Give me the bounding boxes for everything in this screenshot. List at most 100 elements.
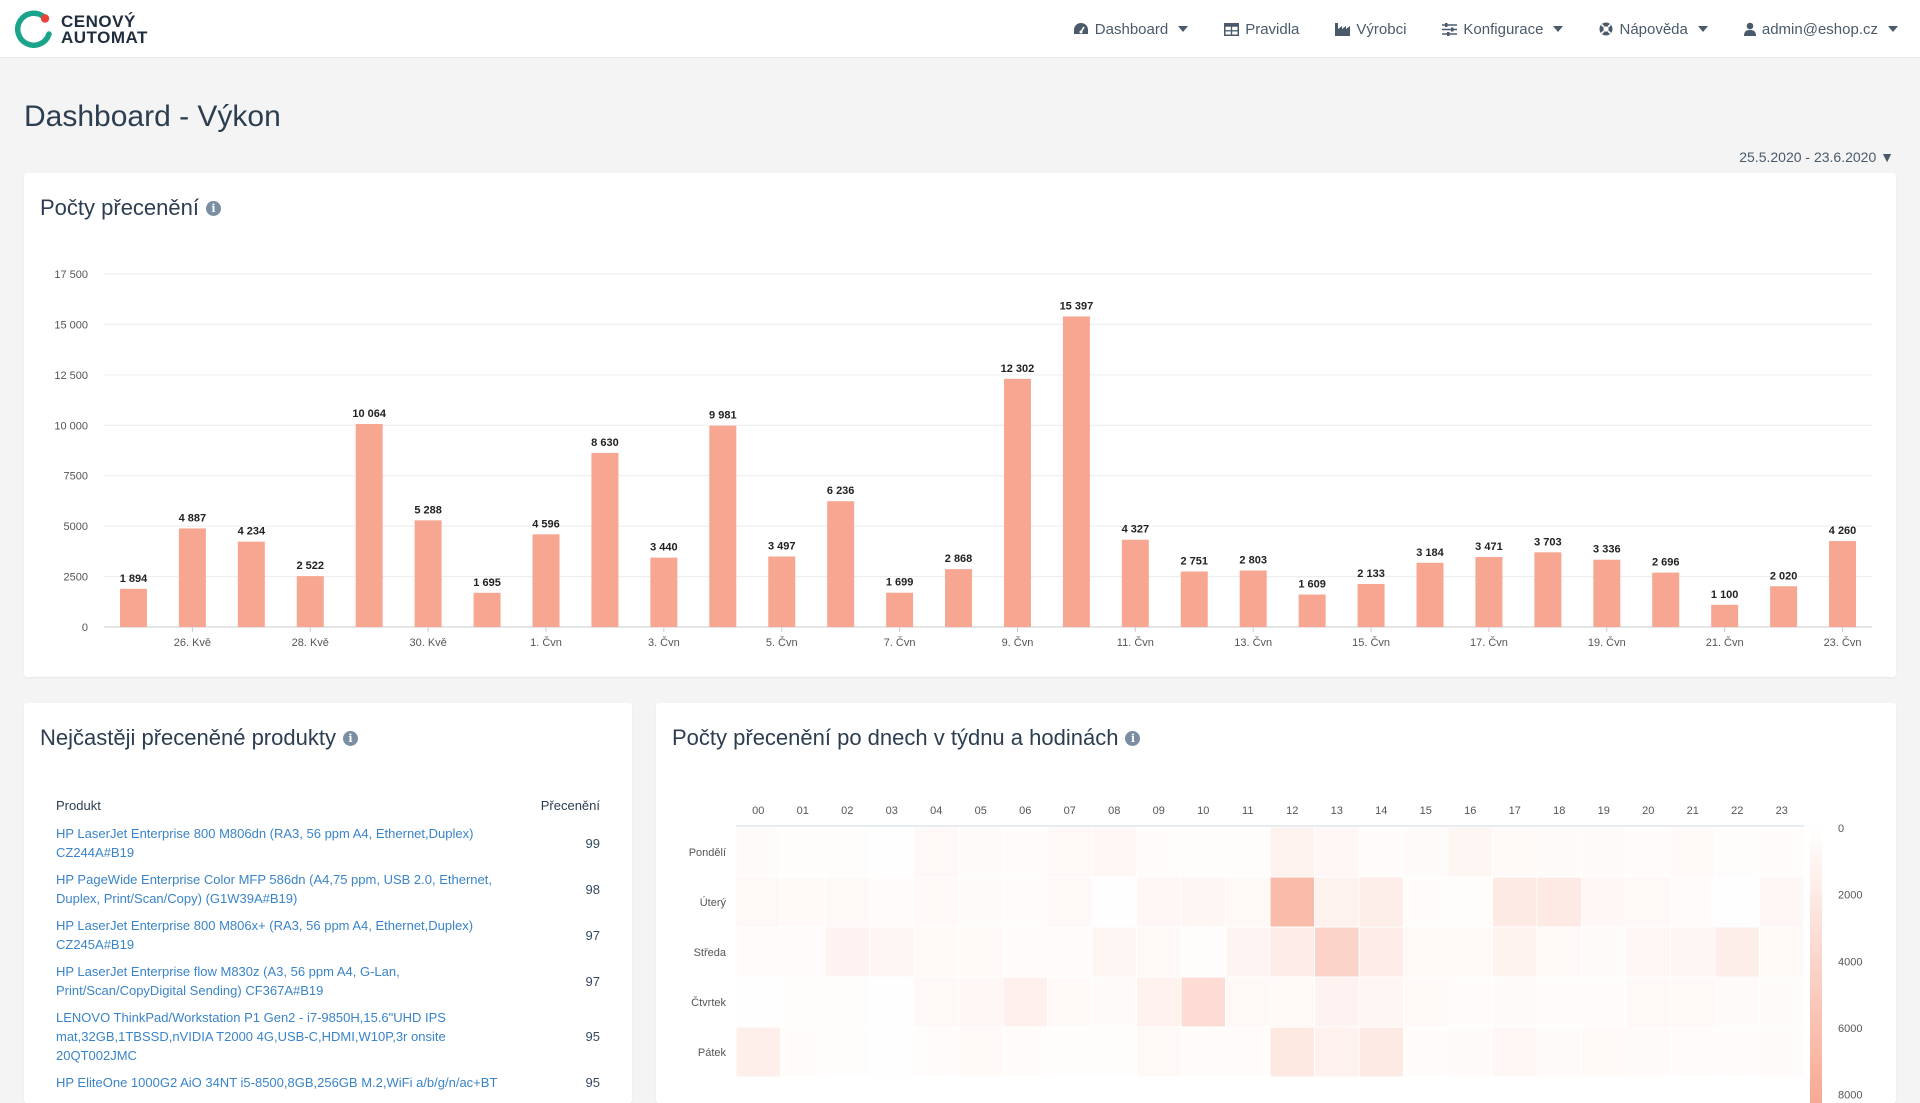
lifebuoy-icon bbox=[1599, 22, 1613, 36]
weekday-label: Středa bbox=[694, 947, 727, 959]
heatmap-cell bbox=[1047, 976, 1093, 1028]
heatmap-cell bbox=[1136, 826, 1182, 878]
top-products-card: Nejčastěji přeceněné produkty i Produkt … bbox=[24, 703, 632, 1103]
heatmap-cell bbox=[1403, 1026, 1449, 1078]
chevron-down-icon bbox=[1553, 26, 1564, 32]
heatmap-cell bbox=[913, 876, 959, 928]
top-navbar: CENOVÝ AUTOMAT Dashboard Pravidla Výrobc… bbox=[0, 0, 1920, 58]
heatmap-cell bbox=[1180, 876, 1226, 928]
bar bbox=[1829, 541, 1857, 627]
weekday-hour-heatmap: 00 01 02 03 04 05 06 07 08 09 10 11 12 13 14 15 16 17 18 19… bbox=[689, 805, 1862, 1103]
heatmap-cell bbox=[869, 926, 915, 978]
heatmap-cell bbox=[1225, 826, 1271, 878]
heatmap-cell bbox=[1225, 1026, 1271, 1078]
repricing-count: 95 bbox=[585, 1029, 600, 1044]
bar-value-label: 3 336 bbox=[1593, 544, 1621, 556]
bar-value-label: 10 064 bbox=[352, 408, 387, 420]
heatmap-cell bbox=[1625, 926, 1671, 978]
bar-value-label: 15 397 bbox=[1060, 300, 1094, 312]
bar bbox=[1711, 604, 1739, 627]
heatmap-cell bbox=[913, 976, 959, 1028]
heatmap-cell bbox=[1714, 1026, 1760, 1078]
nav-help[interactable]: Nápověda bbox=[1599, 21, 1708, 38]
logo[interactable]: CENOVÝ AUTOMAT bbox=[14, 10, 148, 50]
column-header-count[interactable]: Přecenění bbox=[540, 798, 600, 813]
scale-tick-label: 2000 bbox=[1838, 890, 1862, 902]
heatmap-cell bbox=[1002, 826, 1048, 878]
nav-user-menu[interactable]: admin@eshop.cz bbox=[1743, 21, 1898, 38]
column-header-product[interactable]: Produkt bbox=[56, 798, 101, 813]
bar-value-label: 2 803 bbox=[1239, 554, 1267, 566]
weekday-label: Pondělí bbox=[689, 847, 726, 859]
bar-value-label: 2 751 bbox=[1181, 556, 1209, 568]
bar bbox=[1770, 586, 1798, 627]
bar-value-label: 12 302 bbox=[1001, 363, 1035, 375]
bar bbox=[1003, 378, 1031, 627]
bar-value-label: 4 887 bbox=[179, 512, 207, 524]
bar bbox=[355, 423, 383, 627]
heatmap-cell bbox=[1492, 1026, 1538, 1078]
heatmap-cell bbox=[1180, 826, 1226, 878]
heatmap-cell bbox=[1670, 876, 1716, 928]
x-tick-label: 13. Čvn bbox=[1234, 636, 1272, 649]
heatmap-cell bbox=[1581, 1026, 1627, 1078]
info-icon[interactable]: i bbox=[342, 730, 358, 746]
y-tick-label: 7500 bbox=[64, 471, 88, 483]
table-header-row: Produkt Přecenění bbox=[56, 798, 600, 821]
heatmap-cell bbox=[735, 1026, 781, 1078]
repricing-count-card: Počty přecenění i 0 2500 5000 7500 10 000 12 … bbox=[24, 173, 1896, 677]
heatmap-cell bbox=[1670, 1026, 1716, 1078]
repricing-count: 97 bbox=[585, 973, 600, 989]
bar-value-label: 8 630 bbox=[591, 437, 619, 449]
dashboard-gauge-icon bbox=[1073, 23, 1088, 34]
bar bbox=[1180, 571, 1208, 627]
hour-label: 16 bbox=[1464, 805, 1476, 817]
bar bbox=[473, 592, 501, 627]
nav-config[interactable]: Konfigurace bbox=[1442, 21, 1564, 38]
heatmap-cell bbox=[1670, 826, 1716, 878]
heatmap-cell bbox=[1225, 976, 1271, 1028]
heatmap-cell bbox=[1358, 826, 1404, 878]
nav-dashboard[interactable]: Dashboard bbox=[1073, 21, 1189, 38]
info-icon[interactable]: i bbox=[1125, 730, 1141, 746]
bar-value-label: 5 288 bbox=[414, 504, 442, 516]
hour-label: 07 bbox=[1064, 805, 1076, 817]
table-row: HP LaserJet Enterprise flow M830z (A3, 5… bbox=[56, 959, 600, 1005]
bar bbox=[1593, 559, 1621, 627]
heatmap-cell bbox=[824, 976, 870, 1028]
heatmap-cell bbox=[1269, 876, 1315, 928]
bar bbox=[414, 520, 442, 627]
bar-value-label: 1 609 bbox=[1298, 579, 1326, 591]
heatmap-cell bbox=[824, 876, 870, 928]
info-icon[interactable]: i bbox=[205, 200, 221, 216]
heatmap-cell bbox=[1047, 876, 1093, 928]
product-link[interactable]: HP LaserJet Enterprise flow M830z (A3, 5… bbox=[56, 964, 400, 998]
heatmap-cell bbox=[1180, 1026, 1226, 1078]
product-link[interactable]: LENOVO ThinkPad/Workstation P1 Gen2 - i7… bbox=[56, 1010, 446, 1063]
date-range-picker[interactable]: 25.5.2020 - 23.6.2020 ▼ bbox=[1739, 149, 1894, 165]
heatmap-cell bbox=[780, 876, 826, 928]
product-link[interactable]: HP EliteOne 1000G2 AiO 34NT i5-8500,8GB,… bbox=[56, 1075, 498, 1090]
nav-rules[interactable]: Pravidla bbox=[1224, 21, 1299, 38]
product-link[interactable]: HP LaserJet Enterprise 800 M806x+ (RA3, … bbox=[56, 918, 474, 952]
product-link[interactable]: HP LaserJet Enterprise 800 M806dn (RA3, … bbox=[56, 826, 474, 860]
heatmap-cell bbox=[1581, 976, 1627, 1028]
table-icon bbox=[1224, 22, 1240, 36]
heatmap-cell bbox=[780, 826, 826, 878]
page-title: Dashboard - Výkon bbox=[24, 100, 281, 133]
heatmap-cell bbox=[1447, 826, 1493, 878]
hour-label: 21 bbox=[1687, 805, 1699, 817]
repricing-count: 99 bbox=[585, 835, 600, 851]
card-title: Počty přecenění po dnech v týdnu a hodin… bbox=[672, 725, 1141, 751]
bar-value-label: 3 497 bbox=[768, 540, 796, 552]
product-link[interactable]: HP PageWide Enterprise Color MFP 586dn (… bbox=[56, 872, 492, 906]
nav-manufacturers[interactable]: Výrobci bbox=[1335, 21, 1406, 38]
heatmap-cell bbox=[1002, 976, 1048, 1028]
heatmap-cell bbox=[1625, 1026, 1671, 1078]
bar-value-label: 6 236 bbox=[827, 485, 855, 497]
heatmap-cell bbox=[1714, 826, 1760, 878]
heatmap-cell bbox=[1536, 826, 1582, 878]
user-icon bbox=[1743, 22, 1756, 36]
repricing-bar-chart: 0 2500 5000 7500 10 000 12 500 15 000 17 500 1 8… bbox=[54, 269, 1872, 649]
heatmap-cell bbox=[869, 976, 915, 1028]
